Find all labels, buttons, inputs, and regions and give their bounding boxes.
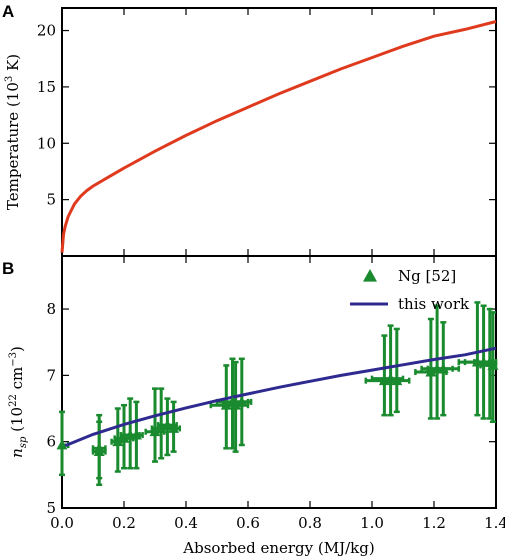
data-point-ng bbox=[118, 432, 130, 443]
panel-a-y-tick-label: 5 bbox=[46, 191, 56, 209]
data-point-ng bbox=[220, 399, 232, 410]
data-point-ng bbox=[385, 373, 397, 384]
data-point-ng bbox=[112, 436, 124, 447]
data-point-ng bbox=[437, 363, 449, 374]
data-point-ng bbox=[56, 439, 68, 450]
panel-b-frame bbox=[61, 255, 497, 509]
panel-b-markers bbox=[56, 356, 499, 457]
panel-b-y-tick-label: 8 bbox=[46, 300, 56, 318]
panel-b-y-tick-label: 6 bbox=[46, 433, 56, 451]
panel-b-error-bars bbox=[59, 301, 498, 487]
data-point-ng bbox=[149, 426, 161, 437]
panel-b-y-tick-label: 5 bbox=[46, 499, 56, 517]
legend-label-this-work: this work bbox=[398, 295, 470, 313]
data-point-ng bbox=[130, 429, 142, 440]
panel-b-ticks: 5 6 7 8 0.0 0.2 0.4 0.6 0.8 1.0 1.2 1.4 bbox=[46, 256, 505, 532]
panel-b-x-tick-label: 1.4 bbox=[484, 514, 505, 532]
panel-a-frame bbox=[61, 7, 497, 257]
panel-b-x-tick-label: 0.2 bbox=[112, 514, 136, 532]
panel-letter-b: B bbox=[2, 259, 14, 278]
data-point-ng bbox=[425, 366, 437, 377]
model-line-this-work bbox=[61, 346, 497, 449]
panel-b-y-tick-label: 7 bbox=[46, 366, 56, 384]
panel-a-plot: 5 10 15 20 bbox=[37, 7, 497, 257]
temperature-curve bbox=[60, 20, 497, 253]
panel-b-x-axis-label: Absorbed energy (MJ/kg) bbox=[182, 539, 374, 557]
panel-a-y-tick-label: 15 bbox=[37, 78, 56, 96]
panel-b-model-line bbox=[61, 346, 497, 449]
panel-a-series bbox=[60, 20, 497, 253]
data-point-ng bbox=[161, 419, 173, 430]
panel-a-y-axis-label: Temperature (103 K) bbox=[4, 54, 22, 210]
legend-marker-ng bbox=[363, 269, 377, 282]
panel-b-x-tick-label: 0.0 bbox=[50, 514, 74, 532]
data-point-ng bbox=[93, 446, 105, 457]
data-point-ng bbox=[168, 422, 180, 433]
data-point-ng bbox=[155, 422, 167, 433]
data-point-ng bbox=[236, 396, 248, 407]
data-point-ng bbox=[230, 399, 242, 410]
panel-b-x-tick-label: 0.4 bbox=[174, 514, 198, 532]
panel-b-x-tick-label: 0.8 bbox=[298, 514, 322, 532]
panel-b-legend: Ng [52] this work bbox=[350, 267, 470, 313]
data-point-ng bbox=[487, 359, 499, 370]
panel-a-ticks: 5 10 15 20 bbox=[37, 8, 497, 256]
panel-b-y-axis-label: nsp (1022 cm−3) bbox=[8, 346, 29, 458]
legend-label-ng: Ng [52] bbox=[398, 267, 456, 285]
panel-b-x-tick-label: 1.0 bbox=[360, 514, 384, 532]
panel-b-x-tick-label: 0.6 bbox=[236, 514, 260, 532]
panel-a-y-tick-label: 10 bbox=[37, 134, 56, 152]
data-point-ng bbox=[391, 375, 403, 386]
panel-a-y-tick-label: 20 bbox=[37, 22, 56, 40]
panel-letter-a: A bbox=[2, 2, 14, 21]
panel-b-x-tick-label: 1.2 bbox=[422, 514, 446, 532]
panel-b-plot: 5 6 7 8 0.0 0.2 0.4 0.6 0.8 1.0 1.2 1.4 bbox=[46, 255, 505, 532]
